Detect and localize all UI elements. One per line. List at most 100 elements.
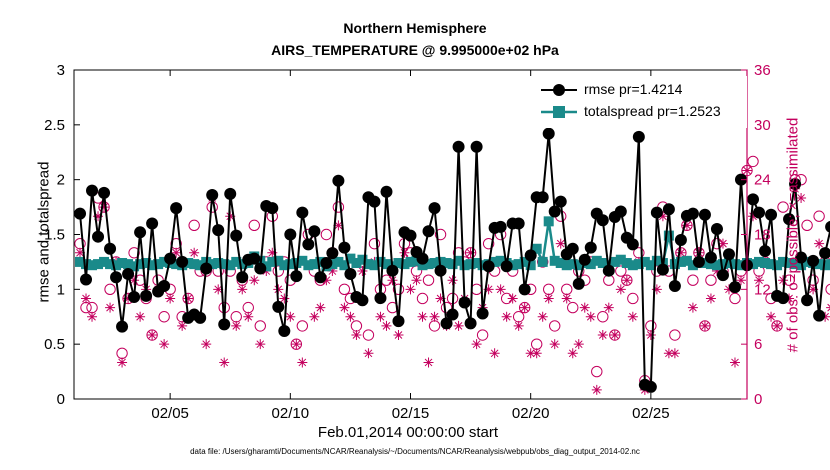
obs-assimilated-point — [735, 275, 746, 286]
obs-assimilated-point — [729, 357, 740, 368]
rmse-point — [674, 233, 687, 246]
totalspread-point — [627, 260, 638, 271]
obs-assimilated-point — [531, 348, 542, 359]
totalspread-point — [471, 258, 482, 269]
x-tick-label: 02/15 — [392, 405, 430, 422]
obs-possible-point — [392, 283, 405, 296]
rmse-point — [584, 241, 597, 254]
rmse-point — [813, 309, 826, 322]
obs-assimilated-point — [754, 275, 765, 286]
obs-assimilated-point — [129, 275, 140, 286]
rmse-point — [236, 271, 249, 284]
totalspread-point — [772, 260, 783, 271]
rmse-point — [710, 223, 723, 236]
rmse-point — [98, 186, 111, 199]
obs-possible-point — [104, 283, 116, 296]
totalspread-point — [339, 260, 350, 271]
totalspread-point — [273, 255, 284, 266]
totalspread-point — [687, 260, 698, 271]
totalspread-point — [345, 253, 356, 264]
data-file-note: data file: /Users/gharamti/Documents/NCA… — [190, 447, 640, 456]
x-tick-label: 02/05 — [151, 405, 189, 422]
rmse-point — [386, 264, 399, 277]
obs-possible-point — [428, 320, 441, 332]
obs-possible-point — [705, 274, 717, 286]
obs-assimilated-point — [435, 293, 446, 304]
obs-possible-point — [687, 274, 699, 286]
totalspread-point — [225, 260, 236, 271]
obs-possible-point — [146, 329, 158, 341]
totalspread-point — [519, 256, 530, 267]
obs-assimilated-point — [748, 211, 759, 222]
rmse-point — [92, 230, 105, 243]
obs-possible-point — [350, 320, 363, 332]
totalspread-point — [820, 260, 830, 271]
obs-assimilated-point — [657, 211, 668, 222]
rmse-point — [482, 260, 495, 273]
rmse-point — [308, 225, 321, 238]
totalspread-point — [477, 260, 488, 271]
totalspread-point — [111, 260, 122, 271]
obs-assimilated-point — [555, 238, 566, 249]
obs-assimilated-point — [417, 311, 428, 322]
rmse-point — [374, 292, 387, 305]
totalspread-point — [183, 258, 194, 269]
obs-assimilated-point — [249, 275, 260, 286]
rmse-point — [783, 213, 796, 226]
totalspread-point — [237, 259, 248, 270]
obs-possible-point — [543, 283, 555, 296]
obs-assimilated-point — [543, 293, 554, 304]
totalspread-point — [411, 255, 422, 266]
obs-assimilated-point — [399, 247, 410, 258]
obs-assimilated-point — [327, 266, 338, 277]
obs-possible-point — [440, 301, 453, 314]
totalspread-point — [561, 260, 572, 271]
totalspread-point — [393, 258, 404, 269]
legend-label-totalspread: totalspread pr=1.2523 — [584, 103, 721, 119]
obs-possible-point — [362, 329, 375, 341]
obs-assimilated-point — [429, 311, 440, 322]
rmse-point — [789, 178, 802, 191]
obs-possible-point — [320, 228, 333, 241]
obs-assimilated-point — [243, 311, 254, 322]
totalspread-point — [549, 255, 560, 266]
rmse-point — [554, 195, 567, 208]
rmse-point — [458, 296, 471, 309]
obs-possible-point — [116, 347, 128, 360]
rmse-point — [704, 251, 717, 264]
obs-possible-point — [242, 301, 254, 314]
obs-assimilated-point — [201, 339, 212, 350]
rmse-point — [194, 311, 207, 324]
legend-marker-totalspread — [541, 106, 577, 118]
totalspread-point — [447, 259, 458, 270]
totalspread-point — [681, 255, 692, 266]
obs-assimilated-point — [171, 247, 182, 258]
obs-assimilated-point — [651, 284, 662, 295]
obs-assimilated-point — [117, 357, 128, 368]
totalspread-point — [748, 259, 759, 270]
totalspread-point — [814, 259, 825, 270]
obs-assimilated-point — [387, 275, 398, 286]
obs-assimilated-point — [219, 357, 230, 368]
rmse-point — [164, 252, 177, 265]
rmse-point — [290, 270, 303, 283]
rmse-point — [332, 174, 345, 187]
rmse-point — [254, 262, 267, 275]
totalspread-point — [369, 260, 380, 271]
rmse-point — [650, 206, 663, 219]
rmse-line — [79, 133, 830, 389]
obs-assimilated-point — [351, 330, 362, 341]
obs-assimilated-point — [147, 330, 158, 341]
rmse-point — [344, 267, 357, 280]
obs-assimilated-point — [525, 348, 536, 359]
obs-possible-point — [699, 320, 711, 332]
totalspread-point — [609, 256, 620, 267]
totalspread-point — [399, 259, 410, 270]
totalspread-point — [459, 260, 470, 271]
obs-assimilated-point — [814, 238, 825, 249]
obs-possible-point — [512, 311, 525, 323]
rmse-point — [416, 252, 429, 265]
totalspread-point — [195, 260, 206, 271]
totalspread-point — [597, 258, 608, 269]
